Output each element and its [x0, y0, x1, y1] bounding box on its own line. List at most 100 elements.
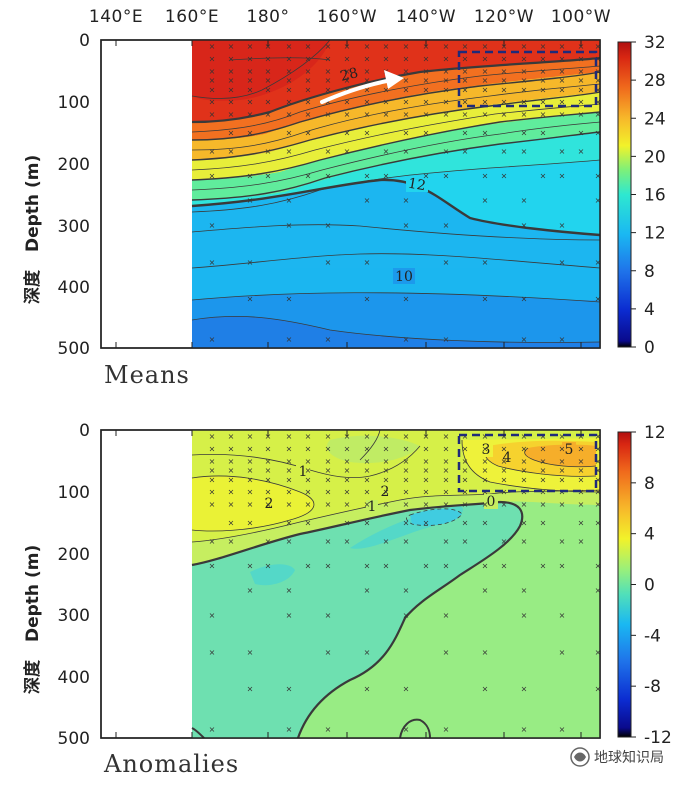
means-cross-marker: × — [265, 147, 272, 156]
means-observation-markers: × × × × × × × × × × × × × × × × × × × × × × × × × × × × × × × × × × × × × × × ×… — [209, 42, 602, 344]
means-cross-marker: × — [325, 335, 332, 344]
anomalies-cross-marker: × — [286, 432, 293, 441]
means-cross-marker: × — [403, 98, 410, 107]
anomalies-cross-marker: × — [559, 611, 566, 620]
means-cross-marker: × — [595, 196, 602, 205]
anomalies-cross-marker: × — [209, 611, 216, 620]
anomalies-cross-marker: × — [501, 562, 508, 571]
means-cross-marker: × — [228, 67, 235, 76]
anomalies-colorbar-tick-label: -4 — [644, 626, 661, 646]
anomalies-cross-marker: × — [462, 488, 469, 497]
anomalies-cross-marker: × — [462, 444, 469, 453]
means-cross-marker: × — [482, 196, 489, 205]
anomalies-cross-marker: × — [578, 500, 585, 509]
anomalies-cross-marker: × — [344, 444, 351, 453]
means-contour-label-12: 12 — [407, 176, 427, 195]
means-cross-marker: × — [595, 54, 602, 63]
anomalies-cross-marker: × — [423, 500, 430, 509]
anomalies-colorbar-tick-label: 12 — [644, 423, 666, 443]
means-contour-label-10: 10 — [395, 269, 413, 285]
means-cross-marker: × — [443, 110, 450, 119]
means-lon-ticklabels: 140°E 160°E 180° 160°W 140°W 120°W 100°W — [89, 7, 611, 27]
means-cross-marker: × — [305, 128, 312, 137]
anomalies-cross-marker: × — [443, 537, 450, 546]
means-cross-marker: × — [482, 258, 489, 267]
means-cross-marker: × — [443, 42, 450, 51]
means-cross-marker: × — [482, 98, 489, 107]
anomalies-cross-marker: × — [578, 457, 585, 466]
anom-contour-label-2a: 2 — [265, 496, 274, 512]
means-cross-marker: × — [228, 54, 235, 63]
anomalies-cross-marker: × — [423, 488, 430, 497]
anomalies-cross-marker: × — [462, 518, 469, 527]
means-ytick-0: 0 — [79, 31, 90, 51]
means-cross-marker: × — [305, 67, 312, 76]
anomalies-cross-marker: × — [423, 562, 430, 571]
means-cross-marker: × — [305, 98, 312, 107]
means-ytick-200: 200 — [58, 155, 90, 175]
means-colorbar-tick-label: 0 — [644, 338, 655, 358]
means-cross-marker: × — [286, 42, 293, 51]
anomalies-cross-marker: × — [595, 488, 602, 497]
means-cross-marker: × — [482, 295, 489, 304]
anomalies-cross-marker: × — [265, 444, 272, 453]
anomalies-cross-marker: × — [383, 475, 390, 484]
anomalies-cross-marker: × — [521, 475, 528, 484]
anomalies-cross-marker: × — [305, 475, 312, 484]
means-cross-marker: × — [403, 147, 410, 156]
anomalies-y-ticklabels: 0 100 200 300 400 500 — [58, 421, 90, 749]
means-cross-marker: × — [383, 110, 390, 119]
means-cross-marker: × — [209, 98, 216, 107]
anom-ytick-200: 200 — [58, 545, 90, 565]
means-cross-marker: × — [364, 54, 371, 63]
means-cross-marker: × — [501, 172, 508, 181]
anom-contour-label-1b: 1 — [368, 499, 377, 515]
means-cross-marker: × — [403, 110, 410, 119]
means-cross-marker: × — [247, 67, 254, 76]
means-cross-marker: × — [423, 54, 430, 63]
watermark-text: 地球知识局 — [594, 749, 664, 766]
means-cross-marker: × — [364, 172, 371, 181]
anomalies-cross-marker: × — [521, 466, 528, 475]
anomalies-cross-marker: × — [559, 725, 566, 734]
anomalies-cross-marker: × — [209, 457, 216, 466]
means-cross-marker: × — [286, 221, 293, 230]
anomalies-cross-marker: × — [578, 518, 585, 527]
anomalies-cross-marker: × — [209, 444, 216, 453]
means-x-ticks — [115, 40, 582, 348]
anomalies-cross-marker: × — [265, 432, 272, 441]
means-cross-marker: × — [595, 110, 602, 119]
anomalies-cross-marker: × — [247, 648, 254, 657]
means-cross-marker: × — [286, 110, 293, 119]
anomalies-cross-marker: × — [443, 432, 450, 441]
means-cross-marker: × — [540, 128, 547, 137]
means-cross-marker: × — [559, 335, 566, 344]
means-cross-marker: × — [383, 172, 390, 181]
means-cross-marker: × — [403, 295, 410, 304]
anomalies-cross-marker: × — [364, 457, 371, 466]
means-cross-marker: × — [364, 110, 371, 119]
anomalies-cross-marker: × — [286, 685, 293, 694]
means-cross-marker: × — [559, 98, 566, 107]
means-cross-marker: × — [559, 147, 566, 156]
anomalies-cross-marker: × — [443, 500, 450, 509]
anom-contour-label-1a: 1 — [299, 464, 308, 480]
anomalies-cross-marker: × — [247, 457, 254, 466]
anomalies-cross-marker: × — [325, 444, 332, 453]
means-cross-marker: × — [578, 110, 585, 119]
anomalies-cross-marker: × — [325, 611, 332, 620]
means-cross-marker: × — [305, 76, 312, 85]
anomalies-cross-marker: × — [247, 518, 254, 527]
means-y-ticklabels: 0 100 200 300 400 500 — [58, 31, 90, 359]
means-cross-marker: × — [559, 258, 566, 267]
means-colorbar-tick-label: 32 — [644, 33, 666, 53]
means-cross-marker: × — [383, 42, 390, 51]
means-cross-marker: × — [364, 128, 371, 137]
anomalies-cross-marker: × — [501, 537, 508, 546]
anomalies-cross-marker: × — [364, 500, 371, 509]
lon-label-180: 180° — [247, 7, 290, 27]
anomalies-cross-marker: × — [482, 500, 489, 509]
anomalies-cross-marker: × — [521, 432, 528, 441]
means-ytick-500: 500 — [58, 339, 90, 359]
means-cross-marker: × — [521, 98, 528, 107]
